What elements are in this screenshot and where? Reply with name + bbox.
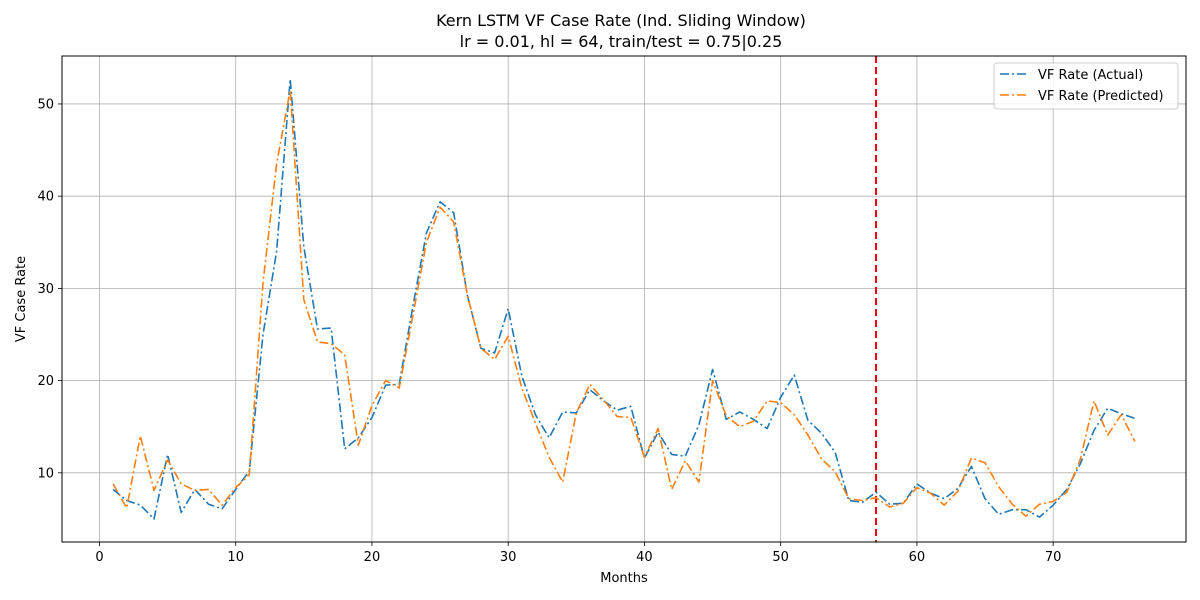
legend-box [993, 62, 1179, 110]
y-tick-label: 30 [37, 282, 54, 297]
x-tick-label: 60 [909, 550, 926, 565]
y-tick-label: 50 [37, 97, 54, 112]
x-tick-label: 70 [1045, 550, 1062, 565]
series-line-actual [112, 78, 1136, 520]
series-layer [112, 78, 1136, 520]
x-tick-label: 0 [95, 550, 103, 565]
chart-title: Kern LSTM VF Case Rate (Ind. Sliding Win… [436, 11, 806, 30]
x-tick-label: 30 [500, 550, 517, 565]
x-tick-label: 40 [636, 550, 653, 565]
plot-area-frame [61, 55, 1187, 543]
ticks: 0 10 20 30 40 50 60 70 10 20 30 40 50 [37, 97, 1061, 565]
y-axis-label: VF Case Rate [14, 256, 29, 342]
x-tick-label: 50 [772, 550, 789, 565]
x-tick-label: 10 [227, 550, 244, 565]
series-line-predicted [112, 89, 1136, 518]
legend-label: VF Rate (Predicted) [1038, 89, 1164, 104]
x-axis-label: Months [600, 571, 648, 586]
legend: VF Rate (Actual) VF Rate (Predicted) [993, 62, 1179, 110]
x-tick-label: 20 [364, 550, 381, 565]
chart-subtitle: lr = 0.01, hl = 64, train/test = 0.75|0.… [460, 32, 783, 51]
y-tick-label: 20 [37, 374, 54, 389]
y-tick-label: 10 [37, 466, 54, 481]
y-tick-label: 40 [37, 190, 54, 205]
legend-label: VF Rate (Actual) [1038, 68, 1143, 83]
